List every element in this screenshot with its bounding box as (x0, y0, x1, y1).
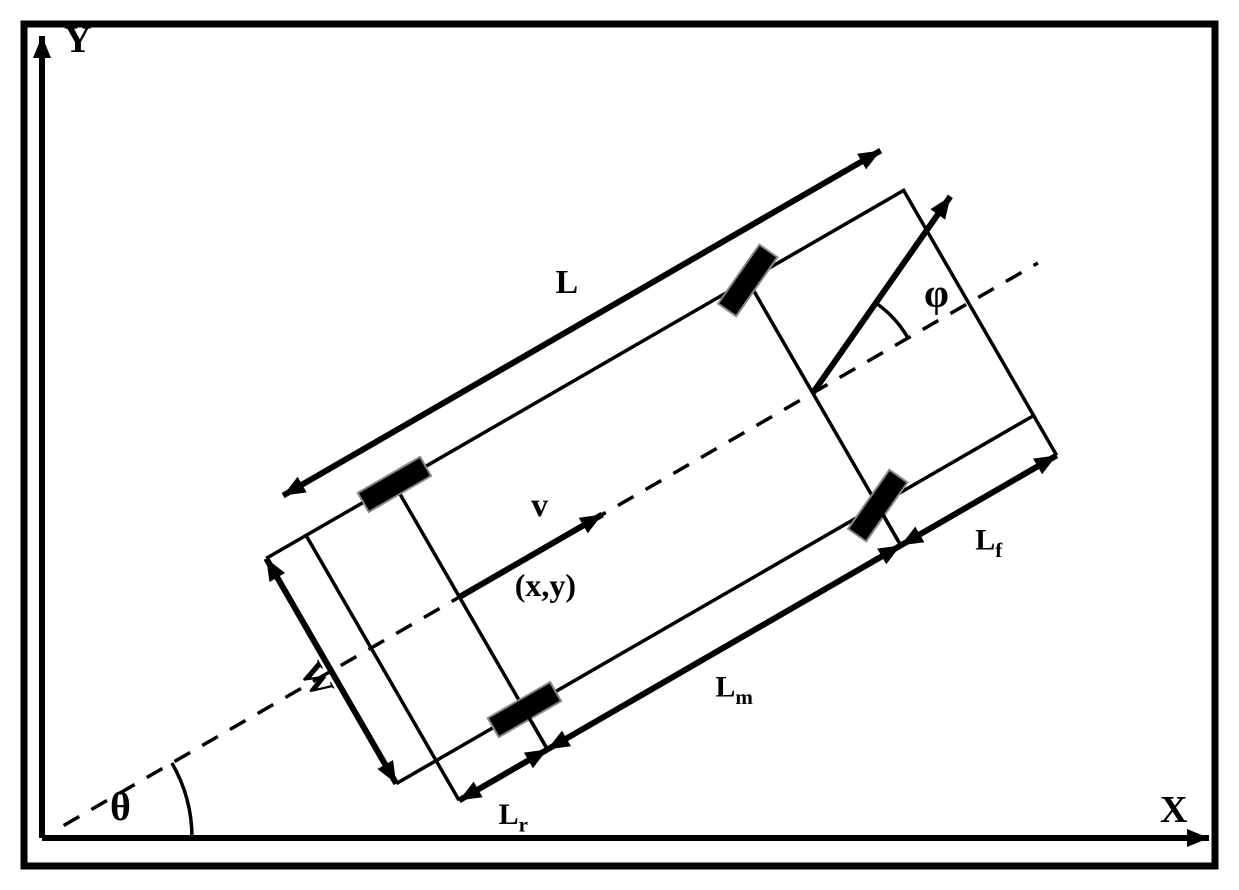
phi-label: φ (924, 270, 949, 315)
Lm-label: Lm (715, 671, 753, 710)
wheels (358, 245, 908, 737)
Lr-label: Lr (499, 798, 528, 837)
diagram-frame (24, 24, 1215, 866)
Lf-label: Lf (975, 524, 1003, 563)
W-label: W (292, 656, 341, 704)
axes (33, 36, 1209, 847)
y-axis-label: Y (64, 19, 91, 61)
theta-arc (172, 763, 192, 838)
phi-arc (876, 303, 908, 338)
xy-label: (x,y) (515, 567, 576, 603)
wheel-rear-left (358, 457, 431, 512)
L-label: L (556, 264, 579, 301)
x-axis-label: X (1160, 789, 1187, 831)
wheel-rear-right (488, 682, 561, 737)
v-label: v (531, 487, 548, 524)
wheel-front-left (718, 245, 777, 317)
theta-label: θ (110, 784, 131, 829)
